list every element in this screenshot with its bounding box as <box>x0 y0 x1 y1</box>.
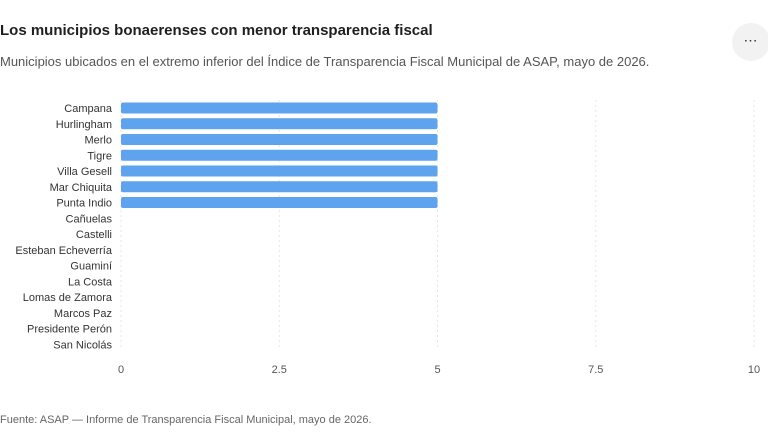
chart-title: Los municipios bonaerenses con menor tra… <box>0 22 433 39</box>
x-tick-label: 2.5 <box>272 364 287 376</box>
category-label: Campana <box>64 103 113 115</box>
x-tick-label: 5 <box>434 364 440 376</box>
bar[interactable] <box>121 197 438 208</box>
x-tick-label: 7.5 <box>588 364 603 376</box>
bar[interactable] <box>121 149 438 161</box>
category-label: La Costa <box>68 276 113 288</box>
category-label: Mar Chiquita <box>50 182 113 194</box>
category-label: Merlo <box>84 135 112 147</box>
category-label: Villa Gesell <box>57 166 112 178</box>
source-note: Fuente: ASAP — Informe de Transparencia … <box>0 414 372 426</box>
chart-subtitle: Municipios ubicados en el extremo inferi… <box>0 54 650 69</box>
x-tick-label: 0 <box>118 364 124 376</box>
bar[interactable] <box>121 118 438 130</box>
more-options-button[interactable]: ⋯ <box>732 23 768 61</box>
category-label: Tigre <box>87 150 112 162</box>
category-labels: Campana Hurlingham Merlo Tigre Villa Gesell M… <box>15 103 113 351</box>
category-label: Cañuelas <box>66 213 113 225</box>
bar-chart: Campana Hurlingham Merlo Tigre Villa Gesell M… <box>15 100 760 376</box>
category-label: Castelli <box>76 229 112 241</box>
x-tick-labels: 0 2.5 5 7.5 10 <box>118 364 760 376</box>
category-label: Presidente Perón <box>27 324 112 336</box>
x-tick-label: 10 <box>748 364 760 376</box>
bar[interactable] <box>121 134 438 145</box>
category-label: Esteban Echeverría <box>15 245 112 257</box>
category-label: Guaminí <box>70 261 112 273</box>
bar[interactable] <box>121 102 438 114</box>
category-label: Punta Indio <box>56 198 112 210</box>
more-horizontal-icon: ⋯ <box>743 32 759 48</box>
category-label: San Nicolás <box>53 339 112 351</box>
bar[interactable] <box>121 165 438 177</box>
category-label: Marcos Paz <box>54 308 112 320</box>
category-label: Hurlingham <box>56 119 112 131</box>
bar[interactable] <box>121 181 438 193</box>
bars <box>121 102 438 208</box>
category-label: Lomas de Zamora <box>23 292 113 304</box>
